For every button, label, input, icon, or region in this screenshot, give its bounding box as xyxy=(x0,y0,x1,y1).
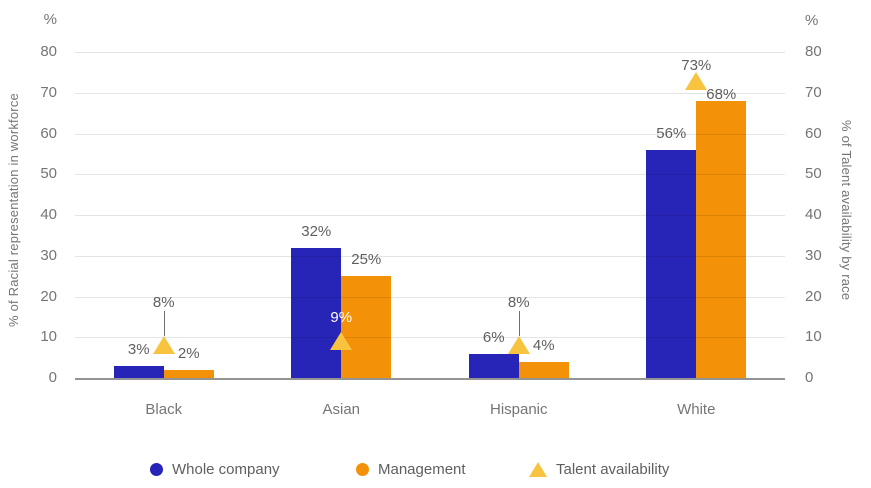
y-tick-left-20: 20 xyxy=(40,287,57,305)
bar-whole-company-hispanic xyxy=(468,353,519,378)
bar-management-asian xyxy=(341,276,392,378)
bar-label-whole-company-black: 3% xyxy=(127,340,150,358)
y-tick-right-40: 40 xyxy=(805,206,822,223)
x-label-asian: Asian xyxy=(322,401,361,418)
legend-item-whole-company: Whole company xyxy=(150,460,280,478)
x-label-white: White xyxy=(677,401,716,418)
y-axis-right-unit: % xyxy=(805,12,819,29)
bar-whole-company-asian xyxy=(291,247,342,378)
bar-management-black xyxy=(163,369,214,378)
y-tick-left-0: 0 xyxy=(48,369,57,386)
triangle-label-asian: 9% xyxy=(330,309,353,327)
gridline-30 xyxy=(75,255,785,257)
legend-label-talent-availability: Talent availability xyxy=(556,460,670,478)
bar-label-whole-company-white: 56% xyxy=(656,124,687,142)
y-tick-left-10: 10 xyxy=(40,328,57,346)
y-tick-right-0: 0 xyxy=(805,369,814,386)
gridline-60 xyxy=(75,133,785,135)
legend-talent-availability-triangle-icon xyxy=(529,461,547,477)
triangle-marker-hispanic xyxy=(507,336,530,355)
triangle-marker-black xyxy=(152,336,175,355)
y-tick-right-60: 60 xyxy=(805,124,822,142)
gridline-20 xyxy=(75,296,785,298)
bar-whole-company-black xyxy=(113,365,164,378)
legend-whole-company-dot-icon xyxy=(150,462,163,476)
y-axis-left-unit: % xyxy=(43,11,57,28)
triangle-label-hispanic: 8% xyxy=(507,294,530,312)
legend-item-talent-availability: Talent availability xyxy=(529,460,670,478)
gridline-70 xyxy=(75,92,785,94)
y-tick-left-30: 30 xyxy=(40,246,57,264)
y-tick-right-70: 70 xyxy=(805,83,822,101)
gridline-80 xyxy=(75,52,785,53)
gridline-10 xyxy=(75,337,785,339)
callout-line-black xyxy=(163,311,165,337)
legend-label-whole-company: Whole company xyxy=(172,460,280,478)
bar-label-management-white: 68% xyxy=(706,85,737,103)
y-tick-right-80: 80 xyxy=(805,43,822,60)
y-tick-left-40: 40 xyxy=(40,206,57,223)
y-tick-left-60: 60 xyxy=(40,124,57,142)
x-label-hispanic: Hispanic xyxy=(489,401,548,418)
triangle-label-black: 8% xyxy=(152,294,175,312)
bar-management-hispanic xyxy=(518,361,569,378)
bar-label-management-black: 2% xyxy=(177,344,200,362)
y-tick-left-70: 70 xyxy=(40,83,57,101)
bar-label-management-asian: 25% xyxy=(351,251,382,269)
y-axis-left-title: % of Racial representation in workforce xyxy=(6,93,21,327)
y-tick-right-20: 20 xyxy=(805,287,822,305)
bar-label-whole-company-hispanic: 6% xyxy=(482,328,505,346)
legend-item-management: Management xyxy=(356,460,466,478)
y-axis-right-title: % of Talent availability by race xyxy=(839,119,854,301)
gridline-40 xyxy=(75,215,785,216)
y-tick-right-50: 50 xyxy=(805,165,822,183)
bar-management-white xyxy=(696,100,747,378)
y-tick-right-30: 30 xyxy=(805,246,822,264)
y-tick-left-80: 80 xyxy=(40,43,57,60)
triangle-marker-white xyxy=(685,71,708,90)
y-tick-left-50: 50 xyxy=(40,165,57,183)
bar-label-whole-company-asian: 32% xyxy=(301,222,332,240)
x-label-black: Black xyxy=(145,401,183,418)
y-tick-right-10: 10 xyxy=(805,328,822,346)
bar-label-management-hispanic: 4% xyxy=(532,336,555,354)
gridline-50 xyxy=(75,174,785,176)
legend-management-dot-icon xyxy=(356,462,369,476)
triangle-label-white: 73% xyxy=(681,56,712,74)
triangle-marker-asian xyxy=(330,332,353,351)
bar-whole-company-white xyxy=(646,149,697,378)
legend-label-management: Management xyxy=(378,460,466,478)
x-axis-line xyxy=(75,378,785,380)
callout-line-hispanic xyxy=(518,311,520,337)
